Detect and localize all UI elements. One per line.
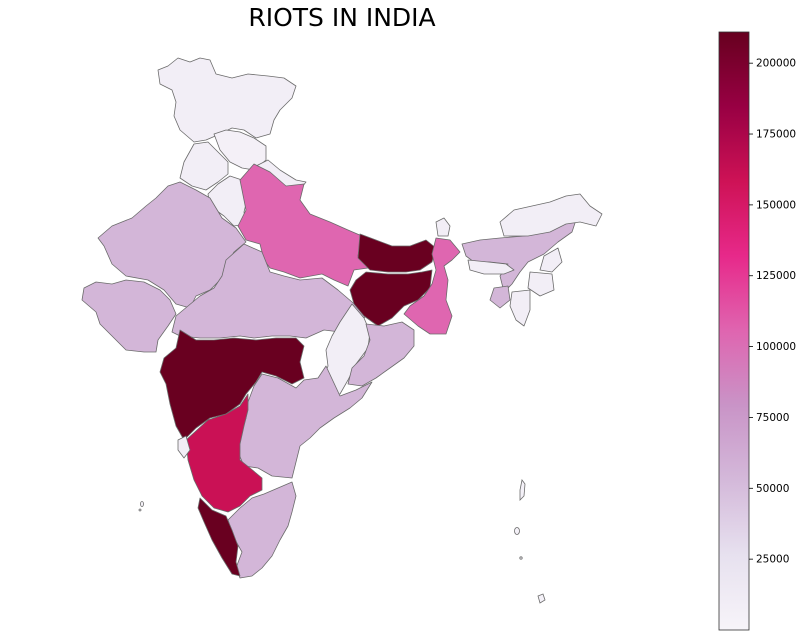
colorbar-tick-label: 200000 xyxy=(756,58,796,70)
state-meghalaya xyxy=(467,259,515,275)
state-maharashtra xyxy=(159,329,305,441)
state-jammu-kashmir xyxy=(157,57,297,143)
colorbar-tick-label: 50000 xyxy=(756,483,789,495)
colorbar-gradient xyxy=(718,31,750,631)
state-karnataka xyxy=(185,393,263,513)
state-mizoram xyxy=(509,289,531,327)
state-odisha xyxy=(347,321,415,387)
colorbar-tick-label: 125000 xyxy=(756,270,796,282)
state-kerala xyxy=(197,497,241,577)
state-tripura xyxy=(489,285,511,309)
state-jharkhand xyxy=(349,269,433,327)
colorbar-tick-label: 175000 xyxy=(756,129,796,141)
colorbar-ticks: 200000 175000 150000 125000 100000 75000 50000… xyxy=(749,58,796,566)
state-sikkim xyxy=(435,217,451,237)
state-bihar xyxy=(357,233,437,273)
colorbar-tick-label: 75000 xyxy=(756,412,789,424)
colorbar-tick-label: 100000 xyxy=(756,341,796,353)
state-uttar-pradesh xyxy=(237,163,369,287)
india-map xyxy=(81,57,603,604)
colorbar-tick-label: 150000 xyxy=(756,199,796,211)
state-himachal-pradesh xyxy=(213,129,267,171)
state-goa xyxy=(177,435,191,459)
state-madhya-pradesh xyxy=(171,243,367,339)
colorbar-tick-label: 25000 xyxy=(756,554,789,566)
state-punjab xyxy=(179,141,229,191)
state-nagaland xyxy=(539,247,563,273)
state-west-bengal xyxy=(403,237,461,335)
state-manipur xyxy=(527,271,555,297)
map-title: RIOTS IN INDIA xyxy=(248,3,435,32)
lakshadweep-islands xyxy=(138,501,144,512)
state-gujarat xyxy=(81,279,177,353)
state-arunachal-pradesh xyxy=(499,193,603,237)
andaman-nicobar-islands xyxy=(514,479,546,604)
colorbar: 200000 175000 150000 125000 100000 75000 50000… xyxy=(718,31,796,631)
